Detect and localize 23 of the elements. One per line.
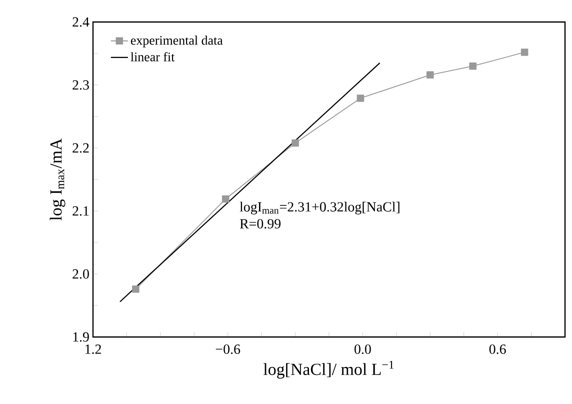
y-tick-label: 2.2 (72, 143, 89, 153)
point (356, 94, 364, 102)
x-tick-label: 1.2 (86, 344, 101, 354)
legend-label: experimental data (130, 36, 223, 48)
point (426, 71, 434, 79)
x-tick-label: 0.0 (354, 344, 371, 354)
x-tick-label: 0.6 (489, 344, 506, 354)
point (469, 62, 476, 70)
y-tick-label: 2.3 (72, 80, 89, 90)
point (132, 285, 140, 293)
y-tick-label: 1.9 (73, 332, 89, 342)
legend-label: linear fit (130, 52, 175, 62)
x-tick-label: −0.6 (216, 344, 240, 354)
x-axis-title: log[NaCl]/ mol L$^{−1}$ (264, 360, 394, 379)
y-tick-label: 2.0 (72, 269, 89, 279)
point (292, 139, 299, 147)
annotation: R=0.99 (240, 219, 281, 229)
y-tick-label: 2.4 (72, 17, 90, 27)
point (222, 195, 230, 203)
point (520, 48, 528, 56)
y-tick-label: 2.1 (72, 206, 89, 216)
y-axis-title: log I$_{max}$/mA (50, 138, 66, 220)
annotation: logI$_{man}$=2.31+0.32log[NaCl] (240, 202, 400, 214)
